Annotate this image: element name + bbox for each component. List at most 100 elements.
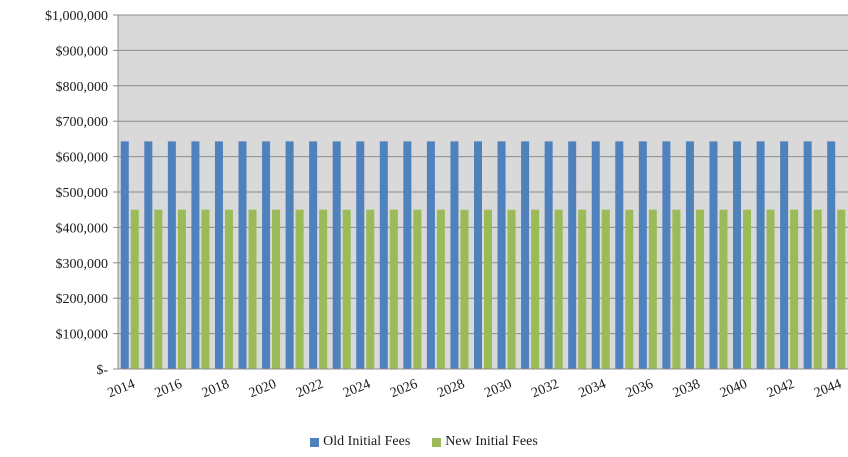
bar-new-initial-fees	[342, 209, 351, 369]
x-tick-label: 2016	[153, 377, 185, 401]
bar-new-initial-fees	[413, 209, 422, 369]
x-tick-label: 2020	[247, 377, 279, 401]
x-tick-label: 2028	[435, 377, 467, 401]
bar-old-initial-fees	[756, 141, 765, 369]
legend: Old Initial Fees New Initial Fees	[0, 434, 848, 450]
bar-new-initial-fees	[531, 209, 540, 369]
bar-old-initial-fees	[591, 141, 600, 369]
bars	[120, 141, 846, 369]
y-tick-label: $400,000	[56, 221, 109, 236]
legend-swatch-old	[310, 437, 320, 447]
bar-new-initial-fees	[319, 209, 328, 369]
x-tick-label: 2038	[671, 377, 703, 401]
bar-old-initial-fees	[144, 141, 153, 369]
bar-old-initial-fees	[521, 141, 530, 369]
bar-new-initial-fees	[648, 209, 657, 369]
bar-old-initial-fees	[309, 141, 318, 369]
legend-label-new: New Initial Fees	[445, 434, 538, 449]
bar-new-initial-fees	[460, 209, 469, 369]
x-tick-label: 2026	[388, 377, 420, 401]
bar-new-initial-fees	[625, 209, 634, 369]
bar-new-initial-fees	[177, 209, 186, 369]
x-tick-label: 2018	[200, 377, 232, 401]
bar-new-initial-fees	[743, 209, 752, 369]
bar-new-initial-fees	[366, 209, 375, 369]
y-tick-label: $200,000	[56, 292, 109, 307]
y-tick-label: $900,000	[56, 44, 109, 59]
legend-swatch-new	[432, 437, 442, 447]
y-tick-label: $700,000	[56, 115, 109, 130]
bar-old-initial-fees	[568, 141, 577, 369]
bar-old-initial-fees	[426, 141, 435, 369]
x-tick-label: 2040	[718, 377, 750, 401]
bar-old-initial-fees	[709, 141, 718, 369]
y-tick-label: $500,000	[56, 186, 109, 201]
y-tick-label: $800,000	[56, 80, 109, 95]
x-axis-ticks: 2014 2016 2018 2020 2022 2024 2026 2028 2030 2032…	[106, 377, 844, 401]
axes	[117, 15, 848, 370]
bar-new-initial-fees	[224, 209, 233, 369]
y-tick-label: $-	[96, 363, 108, 378]
bar-old-initial-fees	[120, 141, 129, 369]
bar-new-initial-fees	[248, 209, 257, 369]
y-tick-label: $600,000	[56, 151, 109, 166]
bar-new-initial-fees	[554, 209, 563, 369]
x-tick-label: 2022	[294, 377, 326, 401]
bar-new-initial-fees	[295, 209, 304, 369]
bar-old-initial-fees	[262, 141, 271, 369]
bar-new-initial-fees	[507, 209, 516, 369]
y-tick-label: $300,000	[56, 257, 109, 272]
y-tick-label: $100,000	[56, 328, 109, 343]
bar-old-initial-fees	[191, 141, 200, 369]
bar-new-initial-fees	[389, 209, 398, 369]
bar-new-initial-fees	[672, 209, 681, 369]
bar-new-initial-fees	[719, 209, 728, 369]
bar-new-initial-fees	[790, 209, 799, 369]
y-axis-ticks: $- $100,000 $200,000 $300,000 $400,000 $500,0…	[45, 9, 108, 378]
bar-old-initial-fees	[379, 141, 388, 369]
bar-old-initial-fees	[474, 141, 482, 369]
bar-old-initial-fees	[662, 141, 671, 369]
x-tick-label: 2036	[624, 377, 656, 401]
bar-new-initial-fees	[130, 209, 139, 369]
bar-old-initial-fees	[780, 141, 789, 369]
bar-old-initial-fees	[403, 141, 412, 369]
x-tick-label: 2042	[765, 377, 797, 401]
bar-new-initial-fees	[837, 209, 846, 369]
legend-item-old: Old Initial Fees	[310, 434, 410, 450]
bar-new-initial-fees	[201, 209, 210, 369]
x-tick-label: 2032	[530, 377, 562, 401]
bar-old-initial-fees	[332, 141, 341, 369]
bar-old-initial-fees	[803, 141, 812, 369]
bar-old-initial-fees	[497, 141, 506, 369]
bar-old-initial-fees	[356, 141, 365, 369]
legend-label-old: Old Initial Fees	[323, 434, 411, 449]
bar-new-initial-fees	[272, 209, 281, 369]
x-tick-label: 2014	[106, 377, 138, 401]
y-tick-label: $1,000,000	[45, 9, 108, 24]
bar-old-initial-fees	[285, 141, 294, 369]
x-tick-label: 2030	[482, 377, 514, 401]
bar-old-initial-fees	[638, 141, 647, 369]
x-tick-label: 2024	[341, 377, 373, 401]
bar-old-initial-fees	[685, 141, 694, 369]
bar-old-initial-fees	[615, 141, 624, 369]
bar-new-initial-fees	[813, 209, 822, 369]
bar-old-initial-fees	[238, 141, 247, 369]
bar-old-initial-fees	[214, 141, 223, 369]
bar-new-initial-fees	[154, 209, 163, 369]
bar-new-initial-fees	[484, 209, 492, 369]
bar-old-initial-fees	[733, 141, 742, 369]
legend-item-new: New Initial Fees	[432, 434, 538, 450]
bar-new-initial-fees	[695, 209, 704, 369]
bar-new-initial-fees	[436, 209, 445, 369]
bar-new-initial-fees	[601, 209, 610, 369]
bar-old-initial-fees	[167, 141, 176, 369]
bar-new-initial-fees	[578, 209, 587, 369]
bar-old-initial-fees	[450, 141, 459, 369]
bar-old-initial-fees	[544, 141, 553, 369]
x-tick-label: 2044	[812, 377, 844, 401]
bar-old-initial-fees	[827, 141, 836, 369]
bar-new-initial-fees	[766, 209, 775, 369]
